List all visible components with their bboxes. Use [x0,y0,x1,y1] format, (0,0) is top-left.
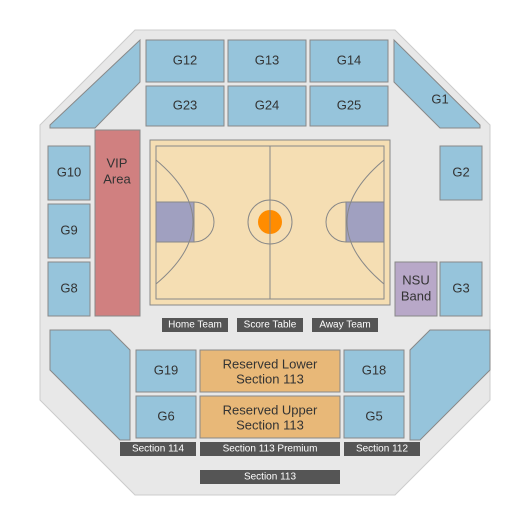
band-label-2: Band [401,288,431,303]
section-g3-label: G3 [452,280,469,295]
band-label-1: NSU [402,272,429,287]
res-upper-l1: Reserved Upper [223,402,318,417]
res-lower-l1: Reserved Lower [223,356,318,371]
section-g24-label: G24 [255,97,280,112]
section-g23-label: G23 [173,97,198,112]
section-g10-label: G10 [57,164,82,179]
res-upper-l2: Section 113 [236,417,304,432]
arena-map: G12 G13 G14 G23 G24 G25 G1 G10 G9 G8 VIP… [0,0,525,525]
away-team-label: Away Team [319,320,370,331]
vip-label-2: Area [103,171,131,186]
section-g13-label: G13 [255,52,280,67]
section-112-label: Section 112 [356,444,409,455]
section-g18-label: G18 [362,362,387,377]
section-g12-label: G12 [173,52,198,67]
section-113p-label: Section 113 Premium [223,444,318,455]
section-g25-label: G25 [337,97,362,112]
score-table-label: Score Table [244,320,297,331]
section-g5-label: G5 [365,408,382,423]
vip-label-1: VIP [107,155,128,170]
section-g14-label: G14 [337,52,362,67]
section-g1-label: G1 [431,91,448,106]
section-g8-label: G8 [60,280,77,295]
section-g19-label: G19 [154,362,179,377]
section-g9-label: G9 [60,222,77,237]
section-g2-label: G2 [452,164,469,179]
basketball-court [150,140,390,305]
section-114-label: Section 114 [132,444,185,455]
res-lower-l2: Section 113 [236,371,304,386]
section-113-label: Section 113 [244,472,297,483]
section-g6-label: G6 [157,408,174,423]
home-team-label: Home Team [168,320,222,331]
